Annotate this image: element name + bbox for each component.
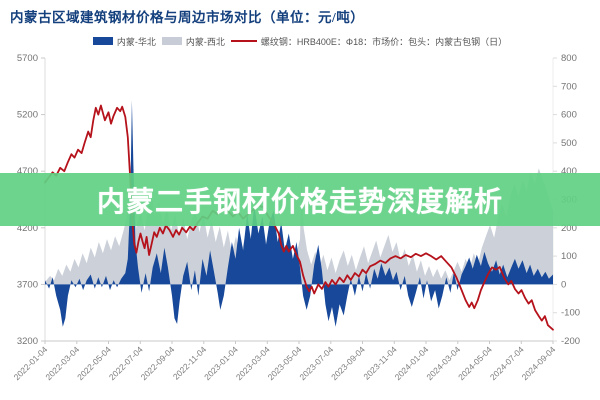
svg-text:500: 500	[561, 138, 577, 149]
svg-text:200: 200	[561, 223, 577, 234]
svg-text:700: 700	[561, 81, 577, 92]
overlay-banner: 内蒙二手钢材价格走势深度解析	[0, 173, 600, 226]
banner-title: 内蒙二手钢材价格走势深度解析	[96, 185, 503, 217]
svg-text:100: 100	[561, 251, 577, 262]
svg-text:2022-09-04: 2022-09-04	[139, 344, 177, 382]
legend-label-huabei: 内蒙-华北	[116, 36, 156, 47]
svg-text:-200: -200	[561, 336, 580, 347]
svg-text:4200: 4200	[17, 223, 38, 234]
legend-label-xibei: 内蒙-西北	[185, 36, 225, 47]
svg-text:5200: 5200	[17, 110, 38, 121]
svg-text:2024-09-04: 2024-09-04	[520, 344, 558, 382]
svg-text:800: 800	[561, 53, 577, 64]
legend-item-rebar: 螺纹钢：HRB400E：Φ18：市场价：包头：内蒙古包钢（日）	[230, 35, 508, 48]
huabei-area-swatch-icon	[92, 37, 113, 45]
svg-text:2023-09-04: 2023-09-04	[329, 344, 367, 382]
chart-title: 内蒙古区域建筑钢材价格与周边市场对比（单位：元/吨）	[10, 10, 365, 25]
svg-text:400: 400	[561, 166, 577, 177]
legend-label-rebar: 螺纹钢：HRB400E：Φ18：市场价：包头：内蒙古包钢（日）	[260, 36, 508, 47]
svg-text:0: 0	[561, 279, 566, 290]
svg-text:5700: 5700	[17, 53, 38, 64]
xibei-area-swatch-icon	[161, 37, 182, 45]
svg-text:4700: 4700	[17, 166, 38, 177]
legend: 内蒙-华北 内蒙-西北 螺纹钢：HRB400E：Φ18：市场价：包头：内蒙古包钢…	[0, 33, 600, 49]
legend-item-huabei: 内蒙-华北	[92, 35, 156, 48]
svg-text:3200: 3200	[17, 336, 38, 347]
rebar-line-swatch-icon	[230, 40, 257, 42]
svg-text:600: 600	[561, 110, 577, 121]
svg-text:3700: 3700	[17, 279, 38, 290]
legend-item-xibei: 内蒙-西北	[161, 35, 225, 48]
svg-text:-100: -100	[561, 308, 580, 319]
